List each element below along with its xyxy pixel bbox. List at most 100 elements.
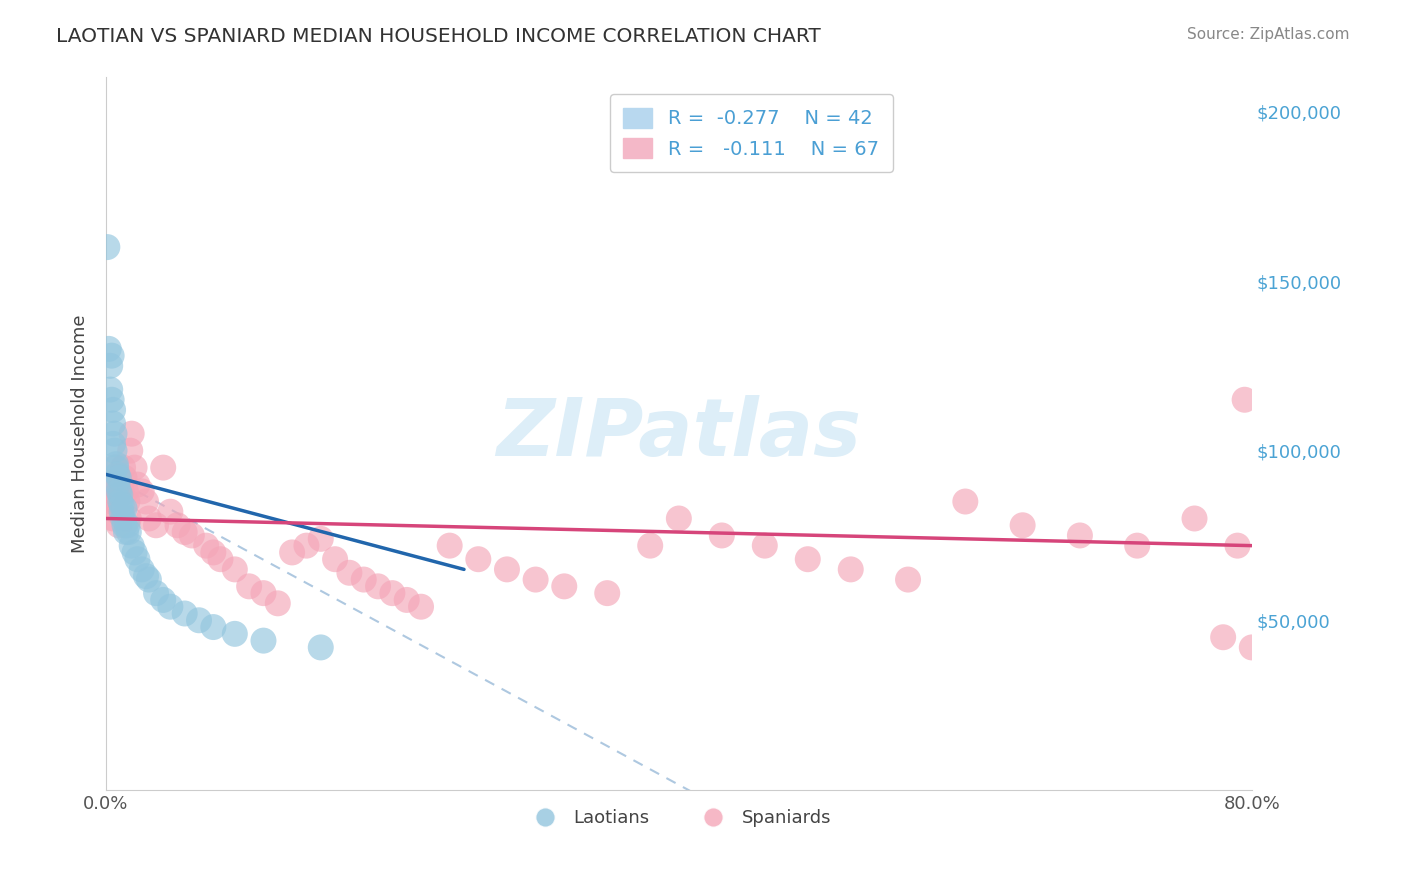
Point	[100, 392, 122, 407]
Point	[115, 524, 138, 539]
Point	[323, 552, 346, 566]
Point	[367, 579, 389, 593]
Point	[209, 552, 232, 566]
Point	[101, 511, 124, 525]
Point	[104, 494, 127, 508]
Point	[101, 417, 124, 431]
Point	[114, 501, 136, 516]
Point	[1226, 539, 1249, 553]
Text: ZIPatlas: ZIPatlas	[496, 394, 862, 473]
Point	[145, 586, 167, 600]
Point	[118, 511, 141, 525]
Point	[97, 342, 120, 356]
Point	[202, 620, 225, 634]
Point	[188, 613, 211, 627]
Point	[309, 532, 332, 546]
Point	[107, 484, 129, 499]
Point	[381, 586, 404, 600]
Point	[145, 518, 167, 533]
Point	[124, 460, 146, 475]
Y-axis label: Median Household Income: Median Household Income	[72, 314, 89, 553]
Point	[173, 607, 195, 621]
Point	[100, 349, 122, 363]
Point	[124, 545, 146, 559]
Point	[110, 494, 132, 508]
Point	[138, 511, 160, 525]
Point	[1126, 539, 1149, 553]
Point	[105, 467, 128, 482]
Point	[252, 586, 274, 600]
Point	[100, 494, 122, 508]
Point	[105, 505, 128, 519]
Point	[668, 511, 690, 525]
Point	[955, 494, 977, 508]
Point	[101, 437, 124, 451]
Point	[107, 518, 129, 533]
Point	[1240, 640, 1263, 655]
Point	[127, 477, 149, 491]
Point	[131, 484, 153, 499]
Point	[112, 460, 135, 475]
Legend: Laotians, Spaniards: Laotians, Spaniards	[519, 802, 838, 834]
Point	[115, 484, 138, 499]
Point	[1233, 392, 1256, 407]
Point	[104, 457, 127, 471]
Point	[166, 518, 188, 533]
Point	[180, 528, 202, 542]
Point	[121, 539, 143, 553]
Point	[135, 494, 157, 508]
Point	[103, 460, 125, 475]
Point	[96, 240, 118, 254]
Point	[114, 518, 136, 533]
Point	[1069, 528, 1091, 542]
Point	[309, 640, 332, 655]
Point	[238, 579, 260, 593]
Point	[112, 511, 135, 525]
Point	[1011, 518, 1033, 533]
Point	[267, 596, 290, 610]
Point	[104, 460, 127, 475]
Point	[353, 573, 375, 587]
Point	[295, 539, 318, 553]
Point	[118, 524, 141, 539]
Point	[710, 528, 733, 542]
Point	[111, 498, 134, 512]
Point	[1184, 511, 1206, 525]
Point	[524, 573, 547, 587]
Point	[897, 573, 920, 587]
Point	[138, 573, 160, 587]
Point	[117, 494, 139, 508]
Point	[98, 383, 121, 397]
Point	[839, 562, 862, 576]
Point	[152, 460, 174, 475]
Point	[224, 562, 246, 576]
Point	[127, 552, 149, 566]
Point	[135, 569, 157, 583]
Point	[111, 484, 134, 499]
Point	[110, 488, 132, 502]
Point	[553, 579, 575, 593]
Point	[173, 524, 195, 539]
Point	[395, 593, 418, 607]
Text: LAOTIAN VS SPANIARD MEDIAN HOUSEHOLD INCOME CORRELATION CHART: LAOTIAN VS SPANIARD MEDIAN HOUSEHOLD INC…	[56, 27, 821, 45]
Point	[120, 443, 142, 458]
Point	[110, 477, 132, 491]
Point	[202, 545, 225, 559]
Point	[409, 599, 432, 614]
Point	[1212, 630, 1234, 644]
Point	[754, 539, 776, 553]
Point	[114, 471, 136, 485]
Point	[103, 426, 125, 441]
Point	[252, 633, 274, 648]
Point	[111, 505, 134, 519]
Point	[101, 403, 124, 417]
Point	[195, 539, 218, 553]
Point	[439, 539, 461, 553]
Point	[596, 586, 619, 600]
Point	[107, 471, 129, 485]
Point	[638, 539, 661, 553]
Point	[339, 566, 361, 580]
Point	[159, 505, 181, 519]
Point	[224, 627, 246, 641]
Point	[467, 552, 489, 566]
